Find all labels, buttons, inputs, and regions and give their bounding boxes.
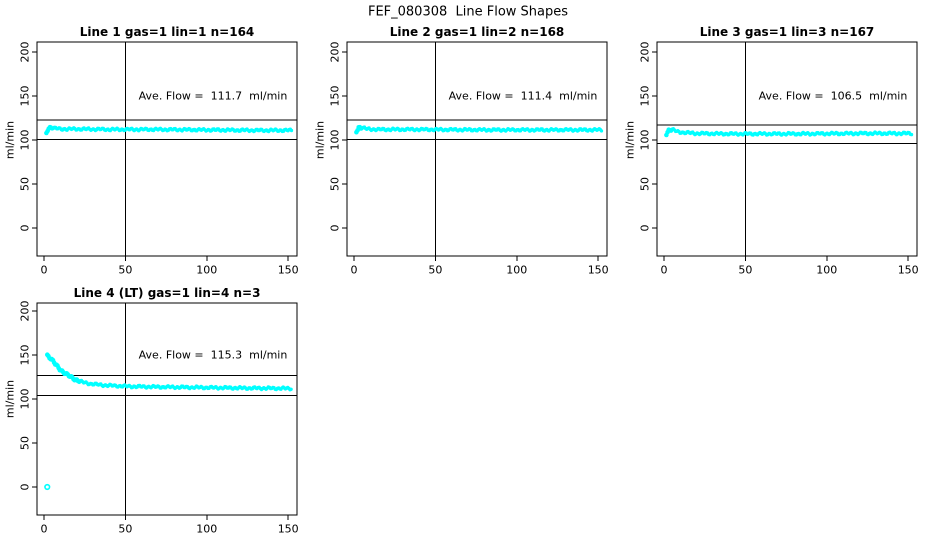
ave-flow-annotation: Ave. Flow = 106.5 ml/min <box>758 89 908 103</box>
y-tick-label: 50 <box>18 436 32 450</box>
y-tick-label: 150 <box>328 85 342 107</box>
plot-box <box>346 41 608 257</box>
y-tick-label: 150 <box>18 344 32 366</box>
y-tick-label: 0 <box>638 224 652 232</box>
x-tick-label: 50 <box>118 263 133 277</box>
y-tick-label: 200 <box>638 41 652 63</box>
panel-title: Line 2 gas=1 lin=2 n=168 <box>389 25 565 39</box>
flow-series-point <box>289 387 293 391</box>
flow-series <box>354 124 604 135</box>
y-tick-label: 50 <box>638 177 652 191</box>
panel-title: Line 1 gas=1 lin=1 n=164 <box>79 25 255 39</box>
y-tick-label: 100 <box>638 129 652 151</box>
outlier-point <box>44 483 51 491</box>
x-tick-label: 0 <box>40 263 48 277</box>
y-tick-label: 50 <box>328 177 342 191</box>
flow-series-point <box>599 129 604 133</box>
panel-title: Line 4 (LT) gas=1 lin=4 n=3 <box>73 286 261 300</box>
flow-series-point <box>909 132 914 137</box>
flow-series <box>44 124 294 136</box>
y-tick-label: 100 <box>328 129 342 151</box>
y-axis-label: ml/min <box>3 379 17 419</box>
x-tick-label: 0 <box>40 522 48 536</box>
ave-flow-annotation: Ave. Flow = 111.7 ml/min <box>138 89 288 103</box>
y-tick-label: 0 <box>18 224 32 232</box>
y-tick-label: 0 <box>18 483 32 491</box>
panel-title: Line 3 gas=1 lin=3 n=167 <box>699 25 875 39</box>
y-axis-label: ml/min <box>3 120 17 160</box>
y-axis-label: ml/min <box>623 120 637 160</box>
flow-series-point <box>289 128 294 133</box>
x-tick-label: 100 <box>196 263 218 277</box>
x-tick-label: 150 <box>587 263 609 277</box>
y-tick-label: 50 <box>18 177 32 191</box>
x-tick-label: 150 <box>897 263 919 277</box>
flow-series <box>45 352 293 392</box>
x-tick-label: 150 <box>277 522 299 536</box>
y-tick-label: 200 <box>18 300 32 322</box>
plot-box <box>656 41 918 257</box>
plot-box <box>36 302 298 516</box>
flow-series <box>664 127 914 138</box>
plot-box <box>36 41 298 257</box>
x-tick-label: 150 <box>277 263 299 277</box>
x-tick-label: 0 <box>660 263 668 277</box>
x-tick-label: 50 <box>118 522 133 536</box>
y-tick-label: 150 <box>18 85 32 107</box>
y-tick-label: 100 <box>18 388 32 410</box>
x-tick-label: 100 <box>196 522 218 536</box>
y-tick-label: 150 <box>638 85 652 107</box>
figure-title: FEF_080308 Line Flow Shapes <box>367 4 569 20</box>
x-tick-label: 0 <box>350 263 358 277</box>
x-tick-label: 50 <box>428 263 443 277</box>
x-tick-label: 100 <box>506 263 528 277</box>
y-tick-label: 100 <box>18 129 32 151</box>
ave-flow-annotation: Ave. Flow = 115.3 ml/min <box>138 348 288 362</box>
y-tick-label: 200 <box>18 41 32 63</box>
x-tick-label: 100 <box>816 263 838 277</box>
ave-flow-annotation: Ave. Flow = 111.4 ml/min <box>448 89 598 103</box>
y-tick-label: 200 <box>328 41 342 63</box>
y-axis-label: ml/min <box>313 120 327 160</box>
y-tick-label: 0 <box>328 224 342 232</box>
x-tick-label: 50 <box>738 263 753 277</box>
